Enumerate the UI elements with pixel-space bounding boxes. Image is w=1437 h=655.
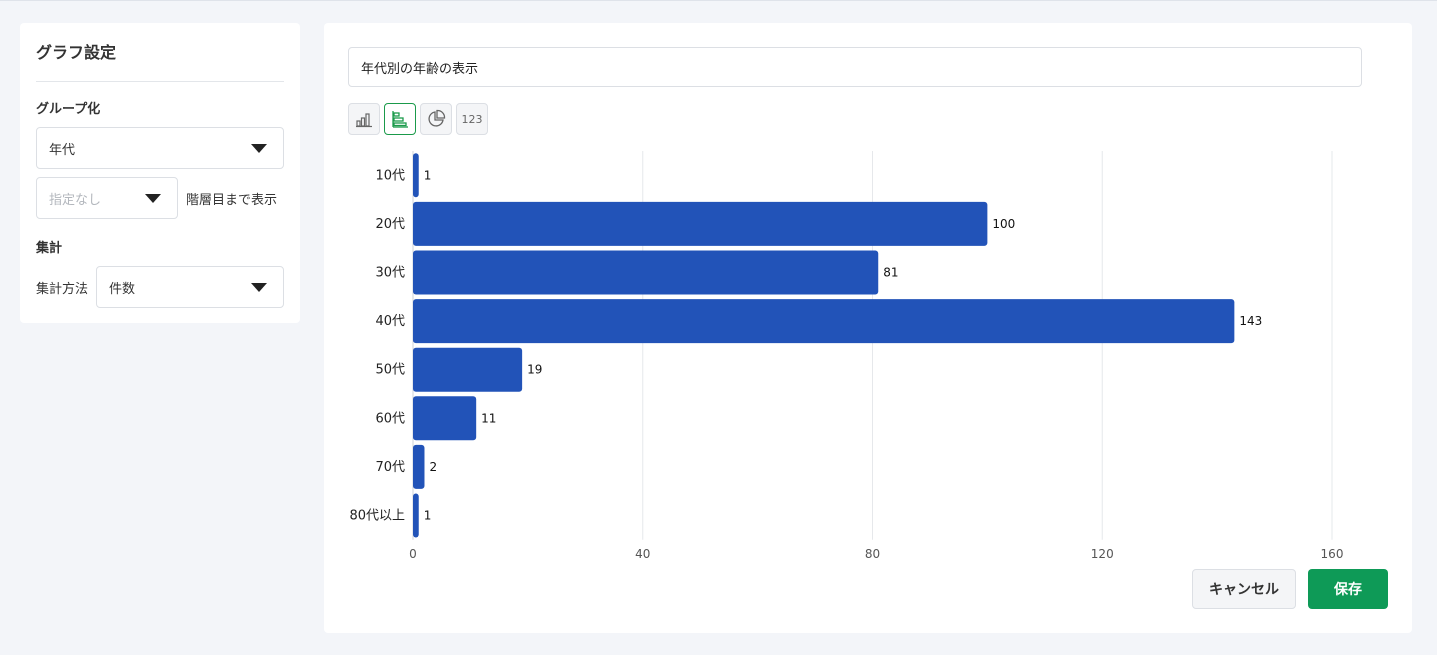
method-label: 集計方法 bbox=[36, 281, 89, 297]
data-label: 81 bbox=[883, 266, 898, 280]
data-label: 143 bbox=[1239, 314, 1262, 328]
save-button[interactable]: 保存 bbox=[1308, 569, 1388, 609]
bar bbox=[413, 250, 879, 295]
method-select-value: 件数 bbox=[109, 281, 136, 297]
horizontal-bar-chart-button[interactable] bbox=[384, 103, 416, 135]
bar bbox=[413, 396, 477, 441]
caret-down-icon bbox=[145, 194, 161, 203]
data-label: 19 bbox=[527, 363, 542, 377]
hierarchy-hint: 階層目まで表示 bbox=[186, 192, 278, 208]
number-icon: 123 bbox=[461, 112, 483, 126]
bar bbox=[413, 493, 419, 538]
bar bbox=[413, 201, 988, 246]
data-label: 11 bbox=[481, 411, 496, 425]
bar bbox=[413, 444, 425, 489]
cancel-button[interactable]: キャンセル bbox=[1192, 569, 1296, 609]
caret-down-icon bbox=[251, 144, 267, 153]
category-label: 20代 bbox=[375, 217, 405, 232]
group-select-value: 年代 bbox=[49, 142, 76, 158]
horizontal-bar-chart: 0 40 80 120 160 10代 1 20代 100 30代 81 40代 143 50代 19 60代… bbox=[349, 151, 1344, 561]
vertical-bar-chart-button[interactable] bbox=[348, 103, 380, 135]
pie-chart-button[interactable] bbox=[420, 103, 452, 135]
number-display-button[interactable]: 123 bbox=[456, 103, 488, 135]
x-tick-label: 40 bbox=[635, 547, 650, 561]
x-tick-label: 120 bbox=[1091, 547, 1114, 561]
category-label: 30代 bbox=[375, 266, 405, 281]
data-label: 100 bbox=[992, 217, 1015, 231]
chart-title-input[interactable] bbox=[348, 47, 1362, 87]
graph-settings-panel: グラフ設定 グループ化 年代 指定なし 階層目まで表示 集計 集計方法 件数 bbox=[20, 23, 300, 323]
bar bbox=[413, 299, 1235, 344]
category-label: 50代 bbox=[375, 363, 405, 378]
horizontal-bar-chart-icon bbox=[392, 111, 408, 128]
category-label: 60代 bbox=[375, 411, 405, 426]
x-tick-label: 80 bbox=[865, 547, 880, 561]
chart-type-toolbar: 123 bbox=[348, 103, 488, 135]
data-label: 1 bbox=[424, 168, 432, 182]
settings-title: グラフ設定 bbox=[36, 43, 117, 62]
category-label: 10代 bbox=[375, 168, 405, 183]
category-label: 40代 bbox=[375, 314, 405, 329]
vertical-bar-chart-icon bbox=[356, 113, 372, 128]
subgroup-placeholder: 指定なし bbox=[49, 192, 102, 208]
category-label: 70代 bbox=[375, 460, 405, 475]
bar bbox=[413, 153, 419, 198]
chart-editor-panel: 123 0 40 80 120 160 10代 1 20代 100 30代 81 40代 143 50代 1… bbox=[324, 23, 1412, 633]
subgroup-select[interactable]: 指定なし bbox=[36, 177, 178, 219]
grouping-label: グループ化 bbox=[36, 102, 101, 117]
x-tick-label: 160 bbox=[1321, 547, 1344, 561]
category-label: 80代以上 bbox=[349, 509, 405, 524]
group-select[interactable]: 年代 bbox=[36, 127, 284, 169]
data-label: 1 bbox=[424, 509, 432, 523]
caret-down-icon bbox=[251, 283, 267, 292]
bar bbox=[413, 347, 523, 392]
method-select[interactable]: 件数 bbox=[96, 266, 284, 308]
x-tick-label: 0 bbox=[409, 547, 417, 561]
pie-chart-icon bbox=[428, 109, 446, 127]
data-label: 2 bbox=[429, 460, 437, 474]
aggregate-label: 集計 bbox=[36, 241, 63, 256]
divider bbox=[36, 81, 284, 82]
